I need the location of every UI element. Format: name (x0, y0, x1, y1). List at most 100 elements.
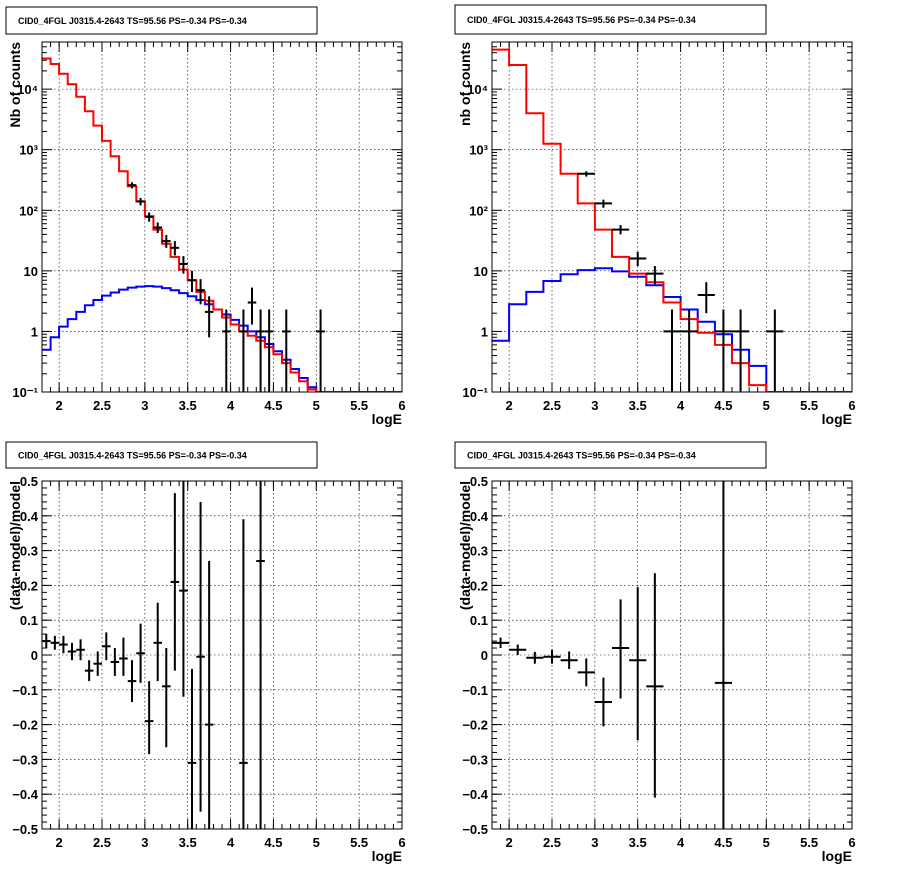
y-tick-label: 0.2 (470, 578, 488, 593)
x-tick-label: 4 (677, 398, 685, 413)
y-tick-label: 0.2 (20, 578, 38, 593)
plot-frame (41, 41, 403, 393)
data-point (162, 648, 171, 748)
chart-panel-3: CID0_4FGL J0315.4-2643 TS=95.56 PS=-0.34… (5, 441, 406, 864)
y-tick-label: −0.2 (12, 718, 38, 733)
x-tick-label: 4 (677, 835, 685, 850)
x-tick-label: 4.5 (264, 398, 282, 413)
chart-title-box: CID0_4FGL J0315.4-2643 TS=95.56 PS=-0.34… (454, 4, 767, 35)
y-tick-label: 10⁻¹ (462, 385, 488, 400)
data-point (67, 642, 77, 661)
y-tick-label: −0.3 (462, 752, 488, 767)
x-tick-label: 6 (398, 398, 405, 413)
x-tick-label: 3 (141, 835, 148, 850)
series-line-red (42, 57, 402, 392)
series-line-blue (42, 285, 402, 392)
x-tick-label: 5 (313, 835, 320, 850)
data-point (526, 651, 544, 664)
y-tick-label: −0.3 (12, 752, 38, 767)
data-point (492, 637, 510, 649)
x-tick-label: 5 (763, 398, 770, 413)
data-point (629, 587, 647, 741)
data-point (256, 481, 265, 829)
data-point (127, 660, 137, 702)
data-point (629, 251, 647, 267)
data-point (187, 270, 197, 292)
series-line-blue (492, 267, 852, 392)
y-tick-label: 10⁻¹ (12, 385, 38, 400)
chart-panel-1: CID0_4FGL J0315.4-2643 TS=95.56 PS=-0.34… (5, 6, 406, 427)
plot-frame (491, 41, 853, 393)
data-point (119, 637, 128, 676)
x-tick-label: 3.5 (179, 398, 197, 413)
x-tick-label: 2 (506, 835, 513, 850)
x-tick-label: 5 (763, 835, 770, 850)
x-tick-label: 2 (56, 398, 63, 413)
data-layer (492, 481, 732, 829)
x-tick-label: 6 (398, 835, 405, 850)
data-point (697, 282, 715, 314)
x-tick-label: 2 (56, 835, 63, 850)
x-tick-label: 3.5 (179, 835, 197, 850)
data-point (282, 309, 291, 392)
data-point (646, 573, 664, 798)
x-tick-label: 4.5 (714, 835, 732, 850)
data-point (179, 481, 188, 697)
data-point (196, 279, 205, 305)
y-tick-label: 0 (481, 648, 488, 663)
y-tick-label: 0 (31, 648, 38, 663)
y-tick-label: 1 (31, 324, 38, 339)
x-axis-title: logE (372, 411, 402, 427)
x-tick-label: 5.5 (350, 398, 368, 413)
chart-title-box: CID0_4FGL J0315.4-2643 TS=95.56 PS=-0.34… (5, 6, 318, 35)
data-point (594, 677, 612, 727)
y-tick-label: 10³ (469, 143, 488, 158)
x-tick-label: 4.5 (714, 398, 732, 413)
x-axis-title: logE (822, 848, 852, 864)
data-point (144, 681, 154, 755)
x-tick-label: 2.5 (543, 835, 561, 850)
data-point (247, 287, 257, 325)
data-point (204, 296, 214, 338)
x-tick-label: 3 (591, 835, 598, 850)
chart-title-box: CID0_4FGL J0315.4-2643 TS=95.56 PS=-0.34… (454, 441, 767, 469)
y-tick-label: 1 (481, 324, 488, 339)
x-tick-label: 3.5 (629, 835, 647, 850)
x-tick-label: 5.5 (800, 835, 818, 850)
data-point (179, 256, 188, 274)
chart-title: CID0_4FGL J0315.4-2643 TS=95.56 PS=-0.34… (467, 451, 696, 461)
y-tick-label: −0.1 (12, 683, 38, 698)
data-point (196, 501, 205, 812)
y-tick-label: −0.1 (462, 683, 488, 698)
y-tick-label: 0.1 (470, 613, 488, 628)
data-point (162, 235, 171, 248)
data-point (110, 648, 120, 676)
x-tick-label: 6 (848, 398, 855, 413)
y-tick-label: −0.4 (12, 787, 38, 802)
data-point (127, 182, 137, 189)
x-tick-label: 2 (506, 398, 513, 413)
data-point (144, 212, 154, 222)
data-point (732, 309, 750, 392)
title-frame (454, 441, 767, 469)
y-tick-label: −0.2 (462, 718, 488, 733)
y-tick-label: 10⁴ (17, 82, 38, 97)
y-axis-title: nb of counts (457, 42, 473, 126)
y-tick-label: −0.5 (12, 822, 38, 837)
data-point (204, 561, 214, 829)
data-point (170, 241, 180, 256)
data-point (714, 481, 732, 829)
plot-frame (41, 480, 403, 830)
data-point (93, 651, 102, 676)
title-frame (454, 4, 767, 35)
data-point (76, 639, 85, 661)
y-tick-label: −0.4 (462, 787, 488, 802)
data-point (663, 309, 681, 392)
chart-panel-4: CID0_4FGL J0315.4-2643 TS=95.56 PS=-0.34… (454, 441, 856, 864)
chart-title: CID0_4FGL J0315.4-2643 TS=95.56 PS=-0.34… (18, 16, 247, 26)
data-point (766, 309, 784, 392)
y-tick-label: 0.4 (470, 509, 489, 524)
data-point (239, 519, 248, 829)
data-point (239, 309, 248, 392)
y-tick-label: 0.3 (20, 544, 38, 559)
